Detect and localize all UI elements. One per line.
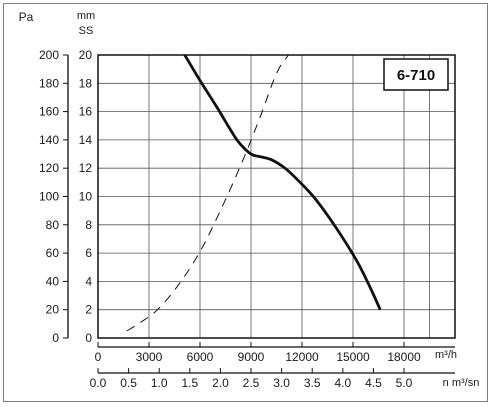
- y-left-unit: Pa: [19, 10, 34, 24]
- x-secondary-tick-label: 0.5: [120, 376, 137, 390]
- x-primary-tick-label: 9000: [238, 350, 265, 364]
- y-inner-tick-label: 8: [85, 218, 92, 232]
- y-left-tick-label: 20: [46, 303, 60, 317]
- x-secondary-tick-label: 0.0: [90, 376, 107, 390]
- y-inner-tick-label: 14: [79, 133, 93, 147]
- model-badge: 6-710: [397, 67, 435, 84]
- y-inner-tick-label: 10: [79, 190, 93, 204]
- system-curve-dashed: [126, 54, 289, 332]
- x-secondary-tick-label: 4.0: [334, 376, 351, 390]
- x-secondary-tick-label: 2.5: [243, 376, 260, 390]
- y-left-tick-label: 100: [39, 190, 59, 204]
- x-secondary-tick-label: 3.5: [304, 376, 321, 390]
- x-primary-unit: m³/h: [435, 349, 457, 361]
- x-secondary-tick-label: 1.0: [151, 376, 168, 390]
- axes: 0204060801001201401601802000246810121416…: [39, 48, 455, 390]
- y-inner-unit-bottom: SS: [79, 25, 94, 37]
- x-primary-tick-label: 3000: [136, 350, 163, 364]
- y-left-tick-label: 0: [52, 331, 59, 345]
- y-left-tick-label: 160: [39, 105, 59, 119]
- y-left-tick-label: 140: [39, 133, 59, 147]
- y-left-tick-label: 120: [39, 161, 59, 175]
- x-secondary-tick-label: 4.5: [365, 376, 382, 390]
- y-inner-tick-label: 16: [79, 105, 93, 119]
- y-inner-tick-label: 12: [79, 161, 93, 175]
- x-secondary-tick-label: 2.0: [212, 376, 229, 390]
- x-secondary-tick-label: 1.5: [181, 376, 198, 390]
- y-inner-tick-label: 6: [85, 246, 92, 260]
- grid-lines: [98, 55, 455, 338]
- fan-curve-solid: [183, 54, 382, 311]
- model-badge-box: [383, 58, 449, 91]
- y-inner-tick-label: 2: [85, 303, 92, 317]
- x-secondary-unit: n m³/sn: [443, 377, 480, 389]
- y-inner-tick-label: 18: [79, 76, 93, 90]
- y-inner-tick-label: 0: [85, 331, 92, 345]
- y-inner-tick-label: 4: [85, 274, 92, 288]
- x-primary-tick-label: 15000: [336, 350, 370, 364]
- x-secondary-tick-label: 5.0: [396, 376, 413, 390]
- series-lines: [126, 54, 382, 332]
- y-inner-tick-label: 20: [79, 48, 93, 62]
- y-inner-unit-top: mm: [77, 10, 95, 22]
- x-primary-tick-label: 18000: [387, 350, 421, 364]
- x-secondary-tick-label: 3.0: [273, 376, 290, 390]
- y-left-tick-label: 200: [39, 48, 59, 62]
- y-left-tick-label: 180: [39, 76, 59, 90]
- y-left-tick-label: 40: [46, 274, 60, 288]
- x-primary-tick-label: 0: [95, 350, 102, 364]
- y-left-tick-label: 80: [46, 218, 60, 232]
- y-left-tick-label: 60: [46, 246, 60, 260]
- x-primary-tick-label: 12000: [285, 350, 319, 364]
- plot-border: [97, 54, 456, 339]
- x-primary-tick-label: 6000: [187, 350, 214, 364]
